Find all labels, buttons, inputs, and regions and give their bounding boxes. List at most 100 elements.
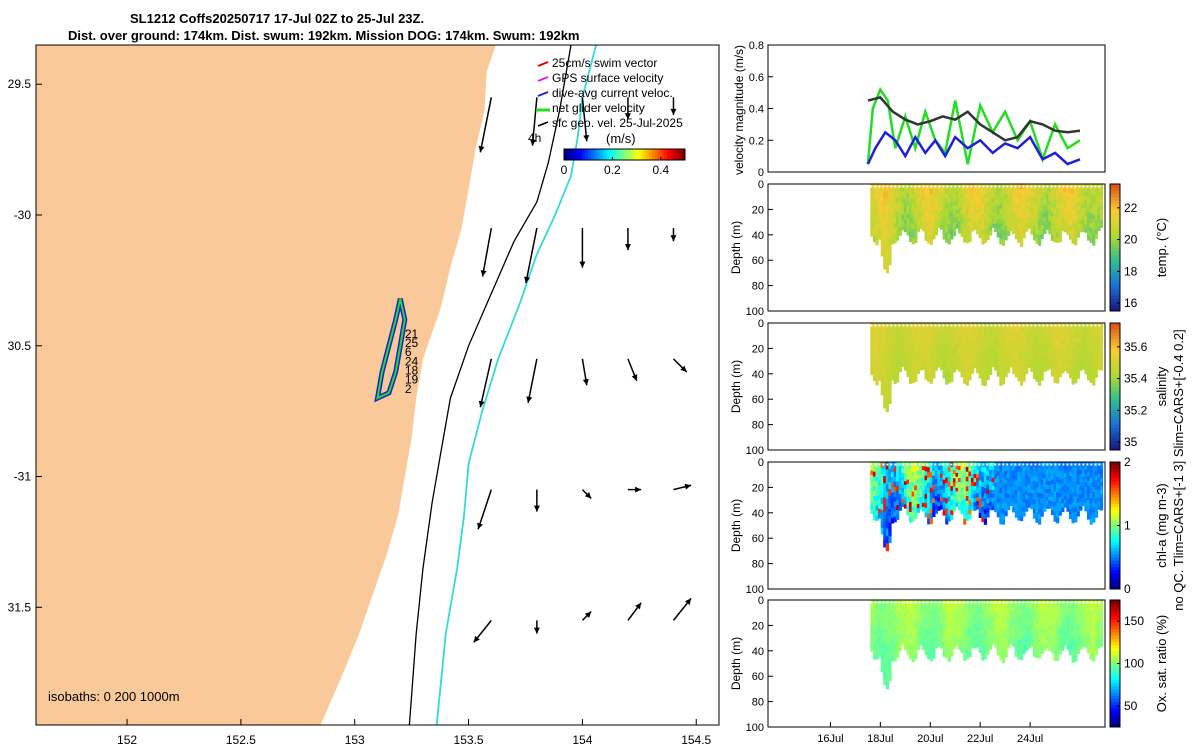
section-3-colorbar-cell-39 [1110,600,1120,604]
section-3-cell-85-3 [1089,614,1093,621]
section-2-colorbar-cell-1 [1110,582,1120,587]
section-1-cell-1-9 [872,366,877,372]
section-3-cell-69-5 [1048,621,1052,626]
section-2-cell-5-5 [883,497,887,505]
section-0-cell-76-2 [1066,192,1070,198]
section-3-cell-89-7 [1099,627,1104,632]
section-1-cell-2-0 [875,323,879,329]
section-2-cell-52-11 [1004,511,1008,517]
section-1-cell-84-0 [1087,323,1091,329]
section-2-cell-83-2 [1084,470,1088,475]
section-3-cell-84-7 [1087,630,1091,636]
section-2-cell-58-2 [1020,471,1024,478]
section-3-cell-67-11 [1043,645,1047,651]
section-2-cell-18-5 [916,483,920,488]
legend-entry-sfc-geo: sfc geo. vel. 25-Jul-2025 [552,116,683,130]
section-2-cell-83-4 [1084,478,1088,483]
section-1-cell-63-2 [1032,332,1037,338]
section-2-cell-41-6 [976,485,980,490]
section-0-cell-89-11 [1099,224,1104,229]
section-0-cell-68-11 [1045,225,1049,230]
section-0-cell-56-7 [1014,215,1018,221]
section-0-cell-27-1 [940,187,944,193]
section-0-cell-58-0 [1020,184,1024,190]
section-1-cell-89-9 [1099,358,1104,363]
section-0-cell-25-5 [934,205,938,210]
section-0-cell-86-3 [1092,199,1096,205]
section-1-cell-16-1 [911,328,915,334]
section-3-colorbar-cell-1 [1110,720,1120,725]
section-0-cell-33-9 [955,217,959,222]
section-1-cell-30-9 [947,367,951,374]
section-0-cell-39-3 [970,195,975,201]
section-2-cell-3-1 [878,466,882,472]
section-0-cell-35-0 [960,184,964,189]
section-3-cell-25-2 [934,608,938,613]
section-3-cell-72-5 [1056,625,1060,631]
section-2-cell-50-1 [999,467,1003,473]
section-2-cell-3-5 [878,485,882,491]
section-1-cell-42-7 [978,355,982,361]
section-2-cell-77-10 [1069,509,1073,515]
section-2-cell-3-10 [878,508,882,514]
map-axes-frame [35,44,720,726]
section-3-cell-82-9 [1081,635,1086,640]
section-1-cell-72-0 [1056,323,1060,329]
section-3-cell-14-6 [906,627,910,632]
section-2-cell-11-7 [898,490,902,495]
section-0-cell-24-0 [932,184,936,190]
section-1-cell-8-4 [891,342,895,348]
section-0-cell-12-5 [901,203,905,208]
section-2-cell-68-5 [1045,481,1049,486]
section-2-cell-56-1 [1014,466,1018,472]
section-0-cell-70-4 [1050,202,1055,208]
current-vector-8 [624,228,631,251]
section-2-cell-59-3 [1022,475,1026,481]
section-2-cell-20-4 [921,478,926,483]
land-area [36,45,496,725]
section-1-cell-81-1 [1079,326,1083,332]
section-3-cell-28-9 [942,642,946,648]
velocity-y-label: velocity magnitude (m/s) [732,45,746,175]
section-frame-3 [767,599,1106,728]
section-2-cell-67-5 [1043,482,1047,488]
section-3-cell-7-11 [888,673,892,682]
section-2-cell-43-4 [981,481,985,488]
section-3-cell-1-4 [872,619,877,626]
section-0-cell-23-7 [929,219,933,225]
section-1-cell-49-8 [996,358,1000,364]
section-3-cell-7-0 [888,600,892,608]
section-3-cell-61-2 [1027,608,1031,613]
section-1-cell-29-11 [945,379,949,385]
section-1-cell-61-8 [1027,352,1031,357]
section-3-cell-41-4 [976,615,980,621]
section-2-cell-2-2 [875,471,879,478]
section-2-cell-41-1 [976,465,980,471]
section-1-cell-65-7 [1038,359,1042,365]
section-0-cell-0-2 [870,192,874,198]
section-2-cell-75-10 [1063,499,1067,504]
section-1-cell-26-3 [937,334,941,339]
section-2-cell-31-5 [950,486,954,492]
section-3-cell-68-11 [1045,644,1049,649]
section-0-cell-5-11 [883,261,887,270]
map-colorbar-cell-9 [591,149,595,160]
section-3-cell-37-3 [965,614,969,620]
section-2-cell-28-1 [942,466,946,472]
section-3-cell-0-4 [870,617,874,622]
section-3-cell-8-2 [891,610,895,616]
section-1-cell-70-7 [1050,354,1055,359]
section-1-cell-65-1 [1038,328,1042,334]
section-2-cell-75-8 [1063,492,1067,497]
section-2-cell-82-5 [1081,480,1086,485]
section-0-cell-17-9 [914,227,918,234]
section-3-cell-48-3 [994,611,998,617]
section-2-cell-53-0 [1007,462,1011,467]
legend-swim-vector-icon [537,61,549,67]
section-1-cell-35-4 [960,340,964,346]
section-1-cell-12-6 [901,344,905,349]
section-2-cell-83-1 [1084,466,1088,471]
section-1-cell-7-0 [888,323,892,331]
section-0-cell-18-8 [916,215,920,220]
section-1-cell-83-0 [1084,323,1088,328]
